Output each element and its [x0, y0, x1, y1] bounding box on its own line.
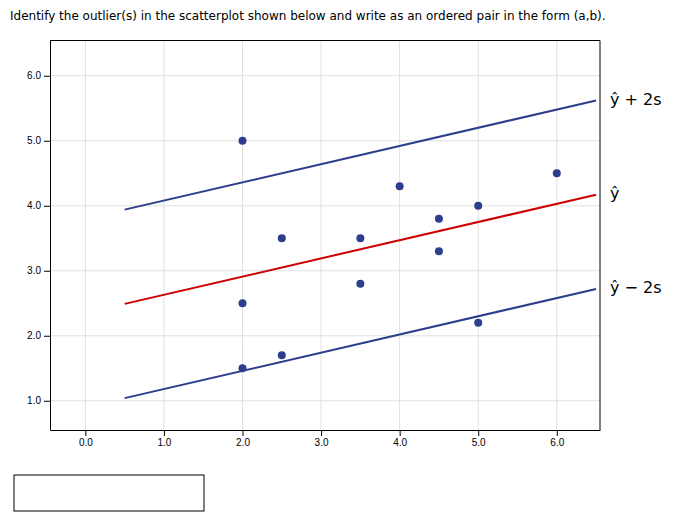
y-tick-mark: [44, 76, 50, 77]
x-tick-label: 2.0: [236, 437, 250, 448]
y-tick-mark: [44, 336, 50, 337]
marks: [125, 100, 596, 398]
x-tick-label: 3.0: [315, 437, 329, 448]
y-tick-mark: [44, 141, 50, 142]
point: [239, 364, 247, 372]
chart: Identify the outlier(s) in the scatterpl…: [0, 0, 700, 520]
grid-line-x: [85, 40, 86, 430]
x-tick: 2.0: [236, 430, 250, 448]
grid: [50, 40, 600, 430]
line-label: ŷ + 2s: [610, 90, 662, 109]
y-tick: 5.0: [27, 135, 50, 146]
line: [125, 289, 596, 398]
grid-line-x: [478, 40, 479, 430]
x-axis: 0.0 1.0 2.0 3.0 4.0 5.0 6.0: [51, 430, 601, 448]
line: [125, 100, 596, 209]
line: [125, 195, 596, 304]
point: [396, 182, 404, 190]
point: [474, 319, 482, 327]
grid-line-x: [556, 40, 557, 430]
x-axis-line: [51, 430, 601, 431]
line-label: ŷ: [610, 184, 619, 203]
point: [435, 247, 443, 255]
x-tick-mark: [557, 430, 558, 436]
grid-line-y: [50, 270, 600, 271]
line-label: ŷ − 2s: [610, 278, 662, 297]
x-tick-mark: [243, 430, 244, 436]
x-tick-mark: [400, 430, 401, 436]
grid-line-y: [50, 400, 600, 401]
grid-line-y: [50, 140, 600, 141]
y-tick-label: 5.0: [27, 135, 41, 146]
x-tick-mark: [478, 430, 479, 436]
y-tick: 1.0: [27, 395, 50, 406]
x-tick: 4.0: [393, 430, 407, 448]
y-tick: 4.0: [27, 200, 50, 211]
point: [278, 351, 286, 359]
grid-line-x: [321, 40, 322, 430]
y-axis: 1.0 2.0 3.0 4.0 5.0 6.0: [27, 41, 50, 431]
point: [356, 280, 364, 288]
x-tick-label: 4.0: [393, 437, 407, 448]
x-tick-label: 6.0: [550, 437, 564, 448]
x-tick: 1.0: [157, 430, 171, 448]
x-tick: 6.0: [550, 430, 564, 448]
x-tick-label: 0.0: [79, 437, 93, 448]
frame: [50, 41, 600, 431]
x-tick-mark: [164, 430, 165, 436]
x-tick-label: 5.0: [472, 437, 486, 448]
x-tick: 3.0: [315, 430, 329, 448]
y-tick-label: 6.0: [27, 70, 41, 81]
y-tick-label: 1.0: [27, 395, 41, 406]
x-tick-label: 1.0: [157, 437, 171, 448]
grid-line-x: [399, 40, 400, 430]
point: [278, 234, 286, 242]
point: [474, 202, 482, 210]
answer-box: [14, 475, 204, 511]
x-tick-mark: [85, 430, 86, 436]
y-tick-label: 3.0: [27, 265, 41, 276]
y-tick-label: 4.0: [27, 200, 41, 211]
x-tick: 5.0: [472, 430, 486, 448]
grid-line-x: [163, 40, 164, 430]
plot: 0.0 1.0 2.0 3.0 4.0 5.0 6.0 1.0 2.0 3.0 4.0 5.0 6.0 ŷ…: [27, 40, 661, 448]
grid-line-y: [50, 75, 600, 76]
x-tick-mark: [321, 430, 322, 436]
y-tick: 3.0: [27, 265, 50, 276]
point: [239, 299, 247, 307]
y-tick-mark: [44, 206, 50, 207]
y-tick-mark: [44, 271, 50, 272]
grid-line-y: [50, 205, 600, 206]
y-axis-line: [50, 41, 51, 431]
y-tick-label: 2.0: [27, 330, 41, 341]
point: [239, 137, 247, 145]
y-tick: 2.0: [27, 330, 50, 341]
grid-line-y: [50, 335, 600, 336]
line-labels: ŷ ŷ + 2s ŷ − 2s: [610, 90, 662, 298]
point: [435, 215, 443, 223]
points: [239, 137, 561, 373]
title: Identify the outlier(s) in the scatterpl…: [10, 9, 606, 23]
y-tick: 6.0: [27, 70, 50, 81]
y-tick-mark: [44, 401, 50, 402]
point: [553, 169, 561, 177]
x-tick: 0.0: [79, 430, 93, 448]
point: [356, 234, 364, 242]
